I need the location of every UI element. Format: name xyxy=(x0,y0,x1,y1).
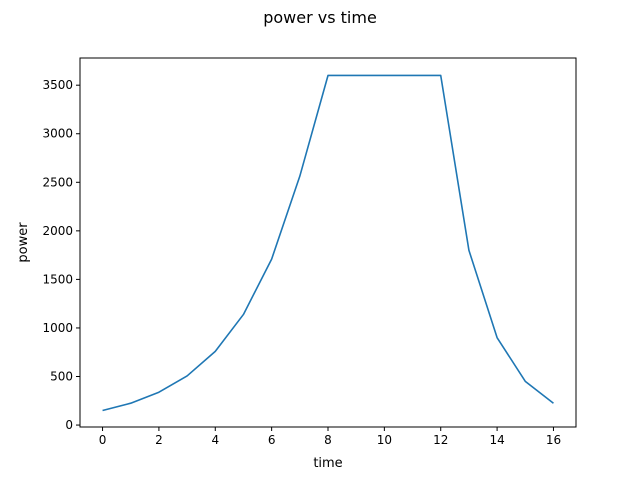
x-axis-label: time xyxy=(313,456,342,471)
x-tick-label: 16 xyxy=(546,433,561,447)
x-tick-label: 4 xyxy=(211,433,219,447)
x-tick-label: 12 xyxy=(433,433,448,447)
x-tick-label: 14 xyxy=(489,433,504,447)
y-axis-label: power xyxy=(16,222,31,263)
plot-area: 0 2 4 6 8 10 12 14 16 0 500 1000 1500 2000 2500 3000 35… xyxy=(42,57,577,447)
series-layer xyxy=(102,74,554,412)
x-axis-ticks: 0 2 4 6 8 10 12 14 16 xyxy=(99,427,561,447)
x-tick-label: 8 xyxy=(324,433,332,447)
y-tick-label: 500 xyxy=(50,370,73,384)
chart-title: power vs time xyxy=(263,8,377,27)
x-tick-label: 6 xyxy=(268,433,276,447)
y-axis-ticks: 0 500 1000 1500 2000 2500 3000 3500 xyxy=(42,78,80,432)
x-tick-label: 2 xyxy=(155,433,163,447)
x-tick-label: 10 xyxy=(377,433,392,447)
y-tick-label: 1000 xyxy=(42,321,73,335)
y-tick-label: 0 xyxy=(65,418,73,432)
series-line xyxy=(102,74,554,412)
y-tick-label: 3000 xyxy=(42,127,73,141)
y-tick-label: 3500 xyxy=(42,78,73,92)
x-tick-label: 0 xyxy=(99,433,107,447)
y-tick-label: 2000 xyxy=(42,224,73,238)
y-tick-label: 1500 xyxy=(42,272,73,286)
y-tick-label: 2500 xyxy=(42,175,73,189)
